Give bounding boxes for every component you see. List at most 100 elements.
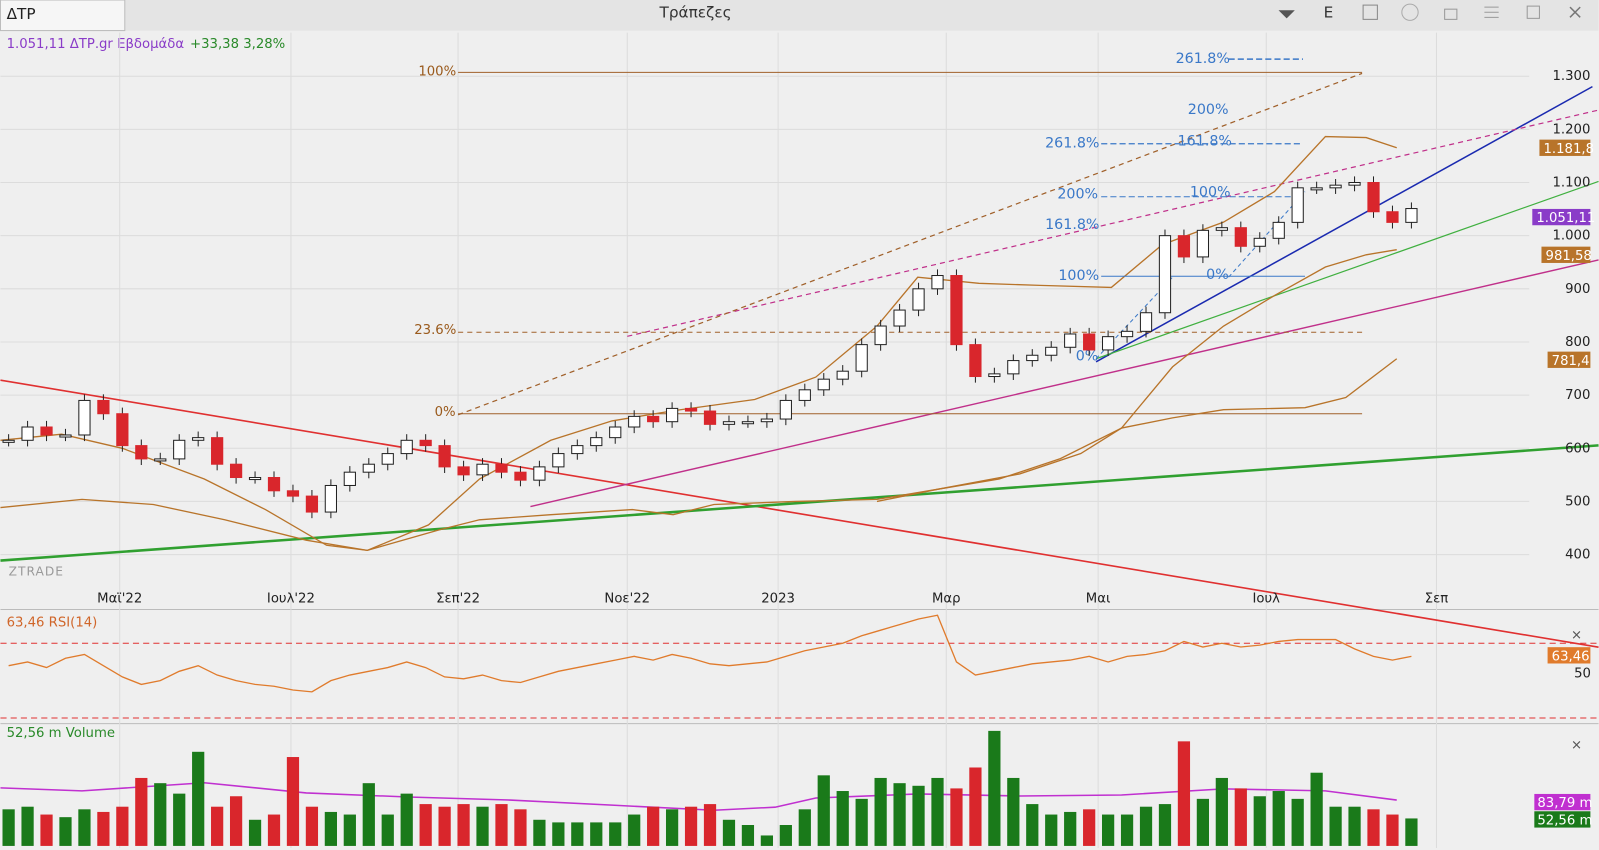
band-lower — [876, 358, 1398, 503]
candle — [1007, 360, 1020, 375]
volume-bar — [248, 819, 262, 846]
icon[interactable] — [1401, 3, 1419, 21]
volume-bar — [381, 814, 394, 846]
y-tick-label: 700 — [1565, 388, 1590, 403]
x-tick-label: Ιουλ — [1253, 591, 1281, 606]
candle — [381, 453, 394, 465]
legend-change: +33,38 3,28% — [190, 37, 285, 52]
legend-price: 1.051,11 ΔΤΡ.gr Εβδομάδα — [7, 36, 185, 52]
candle — [21, 426, 34, 441]
candle — [552, 453, 565, 468]
price-tag-label: 981,58 — [1546, 249, 1592, 264]
fib-label: 0% — [435, 405, 456, 420]
volume-bar — [1196, 798, 1210, 846]
price-tag — [1547, 351, 1591, 368]
candle — [1367, 181, 1380, 213]
candle — [324, 484, 337, 513]
icon[interactable] — [1362, 4, 1378, 20]
icon[interactable] — [1484, 6, 1499, 18]
y-tick-label: 600 — [1565, 441, 1590, 456]
fib-label: 261.8% — [1176, 51, 1230, 67]
y-tick-label: 1.100 — [1552, 176, 1590, 191]
volume-bar — [1026, 804, 1039, 846]
candle — [628, 415, 641, 428]
trend-line — [530, 259, 1599, 508]
volume-bar — [571, 822, 584, 846]
icon[interactable] — [1444, 8, 1458, 20]
tab-label[interactable]: ΔΤΡ — [7, 5, 36, 23]
fib-label: 200% — [1057, 187, 1098, 203]
y-tick-label: 500 — [1565, 494, 1590, 509]
price-tag-label: 1.051,11 — [1536, 211, 1595, 226]
fib-label: 100% — [1190, 185, 1231, 201]
volume-bar — [1083, 809, 1096, 846]
candle — [950, 275, 963, 346]
candle — [912, 288, 925, 311]
candle — [1253, 237, 1266, 247]
volume-bar — [1234, 788, 1247, 846]
volume-bar — [855, 798, 868, 846]
icon[interactable] — [1526, 5, 1540, 19]
volume-bar — [533, 819, 546, 846]
close-pane[interactable]: × — [1571, 628, 1582, 643]
volume-bar — [457, 804, 470, 846]
volume-bar — [1291, 798, 1304, 846]
candle — [267, 476, 281, 492]
volume-bar — [874, 777, 887, 846]
candle — [229, 463, 243, 479]
volume-bar — [988, 730, 1001, 846]
candle — [78, 399, 91, 436]
fib-label: 200% — [1188, 102, 1229, 118]
tab[interactable] — [0, 0, 126, 32]
candle — [988, 373, 1001, 378]
volume-bar — [154, 783, 167, 846]
window-title: Τράπεζες — [659, 4, 732, 22]
y-tick-label: 900 — [1565, 282, 1590, 297]
candle — [760, 418, 774, 423]
fib-label: 100% — [1058, 268, 1099, 284]
candle — [1120, 330, 1134, 338]
close-pane[interactable]: × — [1571, 738, 1582, 753]
volume-tag-label: 52,56 m — [1537, 813, 1592, 828]
candle — [1083, 333, 1096, 351]
candle — [40, 426, 53, 436]
volume-bar — [1064, 811, 1077, 846]
candle — [495, 463, 508, 473]
volume-bar — [552, 822, 565, 846]
candle — [1405, 208, 1418, 223]
close-button[interactable] — [1569, 6, 1581, 18]
volume-bar — [722, 819, 736, 846]
volume-bar — [514, 809, 527, 846]
volume-bar — [609, 822, 622, 846]
candle — [969, 344, 982, 378]
volume-bar — [1329, 806, 1342, 846]
x-tick-label: Σεπ'22 — [436, 591, 480, 606]
volume-bar — [324, 811, 337, 846]
volume-bar — [912, 785, 925, 846]
volume-bar — [173, 793, 186, 846]
volume-bar — [135, 777, 148, 846]
volume-bar — [59, 817, 72, 846]
price-tag — [1541, 246, 1591, 263]
candle — [1329, 184, 1342, 189]
dropdown[interactable] — [1278, 10, 1295, 19]
candle — [1045, 346, 1058, 356]
price-tag — [1532, 208, 1591, 226]
volume-tag — [1534, 811, 1591, 828]
y-tick-label: 1.200 — [1552, 122, 1590, 137]
candle — [1139, 312, 1153, 332]
fib-label: 23.6% — [414, 323, 456, 338]
candle — [438, 445, 451, 468]
y-tick-label: 800 — [1565, 335, 1590, 350]
candle — [1177, 235, 1191, 258]
trend-line — [0, 379, 1599, 648]
volume-bar — [1348, 806, 1361, 846]
button-e[interactable]: E — [1324, 4, 1334, 22]
candle — [590, 437, 603, 447]
x-tick-label: Μαϊ'22 — [97, 591, 142, 606]
volume-bar — [21, 806, 34, 846]
volume-tag-label: 83,79 m — [1537, 796, 1592, 811]
watermark: ZTRADE — [9, 564, 64, 578]
drawings — [0, 58, 1599, 648]
candle — [1310, 187, 1323, 191]
